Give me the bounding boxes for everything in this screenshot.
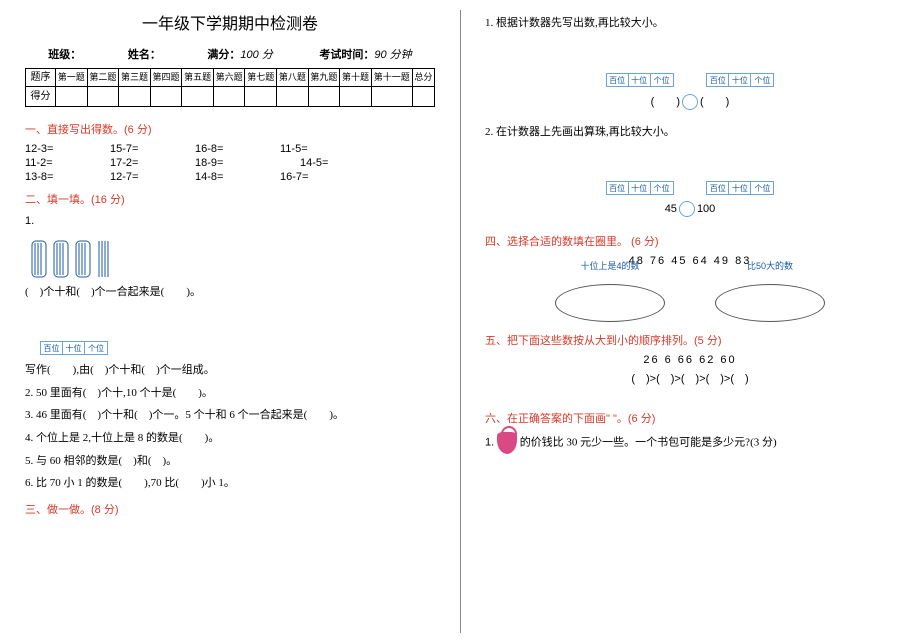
section-5-title: 五、把下面这些数按从大到小的顺序排列。(5 分)	[485, 332, 895, 348]
score-table: 题序 第一题 第二题 第三题 第四题 第五题 第六题 第七题 第八题 第九题 第…	[25, 68, 435, 107]
arith-row: 13-8=12-7=14-8=16-7=	[25, 171, 435, 183]
oval-row: 十位上是4的数 比50大的数	[485, 271, 895, 322]
q2-3: 3. 46 里面有( )个十和( )个一。5 个十和 6 个一合起来是( )。	[25, 407, 435, 425]
name-label: 姓名：	[128, 49, 161, 61]
full-label: 满分：	[207, 49, 240, 61]
col-header: 第三题	[119, 69, 151, 87]
table-row: 得分	[26, 87, 435, 107]
bundle-ten-icon	[30, 239, 48, 279]
q2-1-num: 1.	[25, 213, 435, 231]
col-header: 第一题	[56, 69, 88, 87]
compare-circle-icon	[679, 201, 695, 217]
col-header: 第十一题	[371, 69, 412, 87]
compare-row-2: 45100	[485, 201, 895, 217]
arith-row: 11-2=17-2=18-9=14-5=	[25, 157, 435, 169]
compare-row-1: ( )( )	[485, 93, 895, 110]
col-header: 第八题	[277, 69, 309, 87]
q2-1-line: ( )个十和( )个一合起来是( )。	[25, 284, 435, 302]
right-column: 1. 根据计数器先写出数,再比较大小。 百位 十位 个位 百位 十位 个位 ( …	[460, 0, 920, 643]
col-header: 第五题	[182, 69, 214, 87]
q2-6: 6. 比 70 小 1 的数是( ),70 比( )小 1。	[25, 475, 435, 493]
section-3-title: 三、做一做。(8 分)	[25, 501, 435, 517]
abacus-pair: 百位 十位 个位 百位 十位 个位	[485, 38, 895, 89]
abacus-diagram: 百位 十位 个位	[40, 341, 108, 355]
q2-4: 4. 个位上是 2,十位上是 8 的数是( )。	[25, 430, 435, 448]
time-value: 90 分钟	[374, 49, 411, 61]
page-title: 一年级下学期期中检测卷	[25, 10, 435, 34]
full-value: 100 分	[240, 49, 272, 61]
section-2-title: 二、填一填。(16 分)	[25, 191, 435, 207]
meta-row: 班级： 姓名： 满分：100 分 考试时间：90 分钟	[25, 46, 435, 62]
col-header: 第七题	[245, 69, 277, 87]
col-header: 第六题	[213, 69, 245, 87]
number-list: 48 76 45 64 49 83	[485, 255, 895, 267]
section-4-title: 四、选择合适的数填在圈里。 (6 分)	[485, 233, 895, 249]
section-6-title: 六、在正确答案的下面画" "。(6 分)	[485, 410, 895, 426]
q2-1b-line: 写作( ),由( )个十和( )个一组成。	[25, 362, 435, 380]
q6-1-text: 的价钱比 30 元少一些。一个书包可能是多少元?(3 分)	[520, 437, 777, 449]
q6-1-num: 1.	[485, 437, 494, 449]
oval-right	[715, 284, 825, 322]
oval-label-right: 比50大的数	[715, 259, 825, 272]
arith-row: 12-3=15-7=16-8=11-5=	[25, 143, 435, 155]
col-header: 第九题	[308, 69, 340, 87]
section-1-title: 一、直接写出得数。(6 分)	[25, 121, 435, 137]
oval-label-left: 十位上是4的数	[555, 259, 665, 272]
score-label: 得分	[26, 87, 56, 107]
table-row: 题序 第一题 第二题 第三题 第四题 第五题 第六题 第七题 第八题 第九题 第…	[26, 69, 435, 87]
stick-bundle-row	[30, 239, 435, 279]
q3-1: 1. 根据计数器先写出数,再比较大小。	[485, 15, 895, 33]
col-header: 第四题	[150, 69, 182, 87]
sticks-icon	[96, 239, 110, 279]
schoolbag-icon	[497, 432, 517, 454]
bundle-ten-icon	[52, 239, 70, 279]
time-label: 考试时间：	[319, 49, 374, 61]
q2-2: 2. 50 里面有( )个十,10 个十是( )。	[25, 385, 435, 403]
abacus-pair-2: 百位 十位 个位 百位 十位 个位	[485, 146, 895, 197]
class-label: 班级：	[48, 49, 81, 61]
row-label: 题序	[26, 69, 56, 87]
col-header: 第二题	[87, 69, 119, 87]
number-list-5: 26 6 66 62 60	[485, 354, 895, 366]
compare-circle-icon	[682, 94, 698, 110]
oval-left	[555, 284, 665, 322]
q6-1: 1. 的价钱比 30 元少一些。一个书包可能是多少元?(3 分)	[485, 432, 895, 454]
col-header: 总分	[412, 69, 434, 87]
col-header: 第十题	[340, 69, 372, 87]
bundle-ten-icon	[74, 239, 92, 279]
q2-5: 5. 与 60 相邻的数是( )和( )。	[25, 453, 435, 471]
ordering-slots: ( )>( )>( )>( )>( )	[485, 370, 895, 386]
left-column: 一年级下学期期中检测卷 班级： 姓名： 满分：100 分 考试时间：90 分钟 …	[0, 0, 460, 643]
q3-2: 2. 在计数器上先画出算珠,再比较大小。	[485, 124, 895, 142]
